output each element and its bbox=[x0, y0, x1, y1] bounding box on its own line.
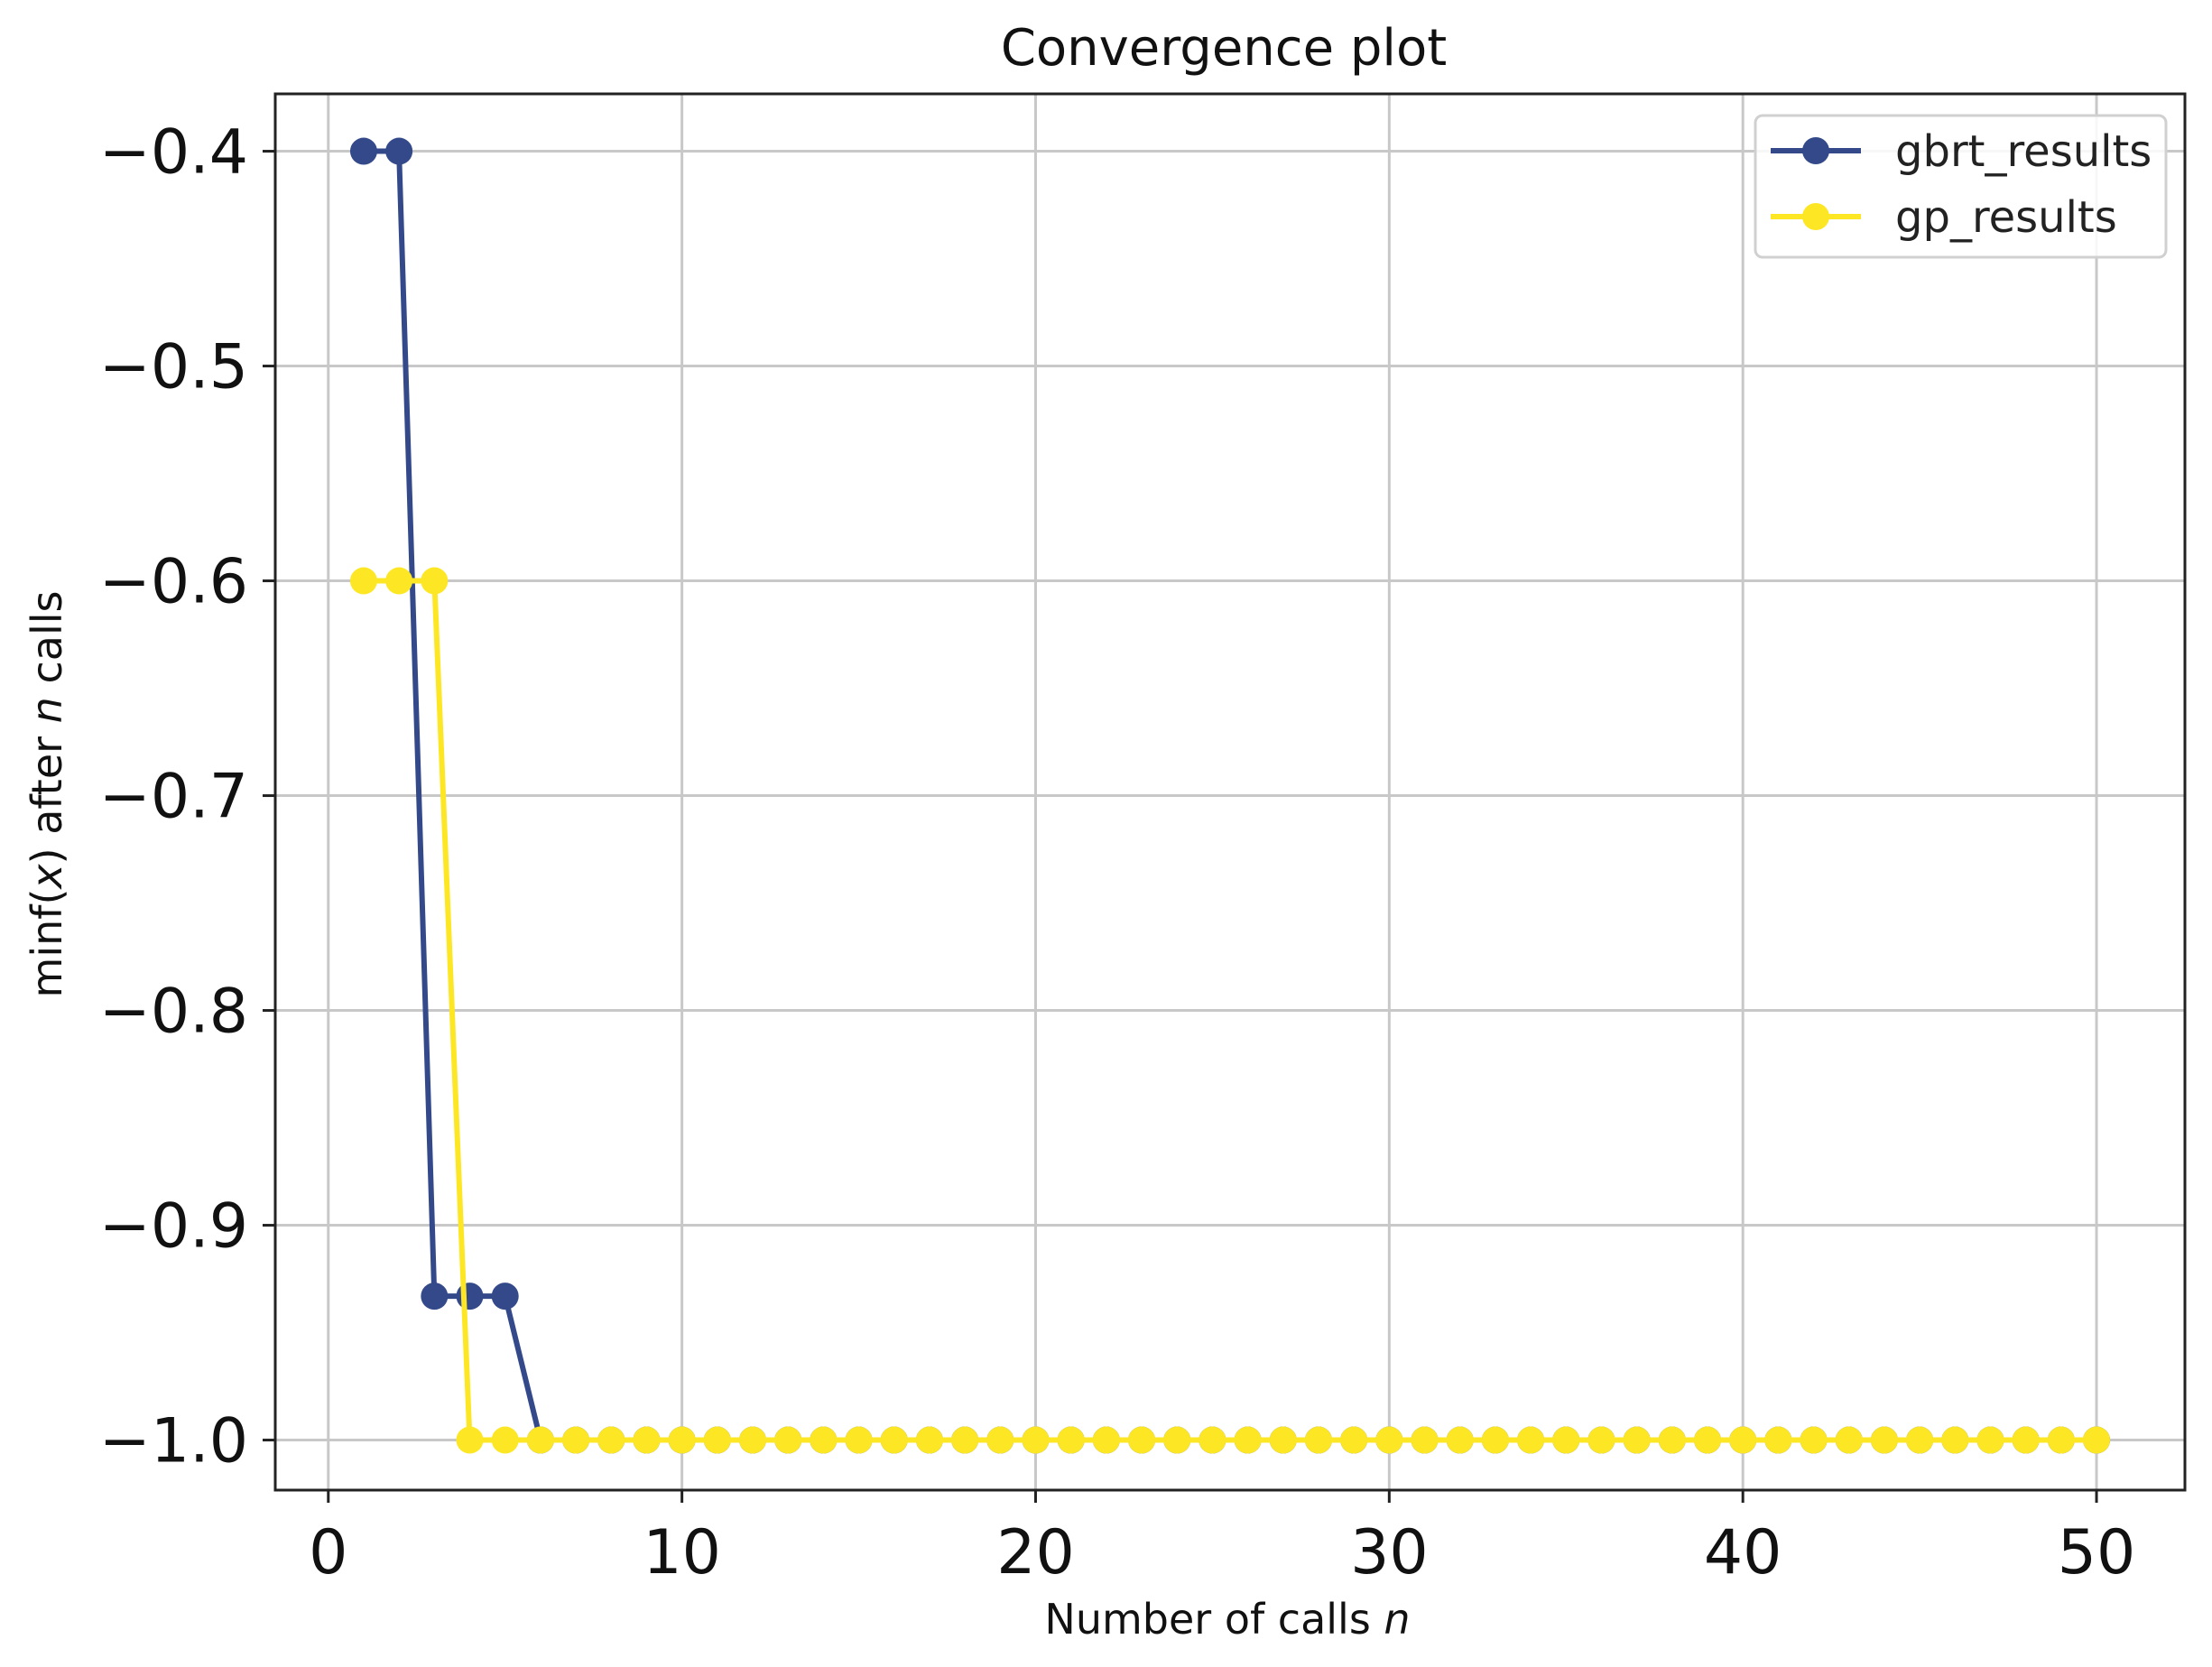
x-axis-label: Number of calls n bbox=[1044, 1595, 1410, 1644]
data-point-gp-results bbox=[1375, 1426, 1403, 1454]
data-point-gp-results bbox=[915, 1426, 943, 1454]
data-point-gp-results bbox=[1729, 1426, 1757, 1454]
data-point-gp-results bbox=[1304, 1426, 1332, 1454]
x-tick-label: 20 bbox=[996, 1517, 1075, 1588]
y-tick-label: −0.7 bbox=[99, 762, 248, 833]
data-point-gp-results bbox=[1199, 1426, 1226, 1454]
data-point-gp-results bbox=[1092, 1426, 1120, 1454]
y-axis-label: minf(x) after n calls bbox=[23, 591, 71, 998]
data-point-gp-results bbox=[1906, 1426, 1934, 1454]
y-axis-label-open: ( bbox=[23, 889, 71, 905]
y-axis-label-close: ) bbox=[23, 847, 71, 864]
y-axis-label-calls: calls bbox=[23, 591, 71, 698]
y-axis-label-n: n bbox=[23, 697, 71, 723]
data-point-gp-results bbox=[1658, 1426, 1686, 1454]
x-tick-label: 40 bbox=[1704, 1517, 1782, 1588]
data-point-gp-results bbox=[668, 1426, 696, 1454]
y-axis-label-min: min bbox=[23, 920, 71, 998]
data-point-gp-results bbox=[1587, 1426, 1615, 1454]
data-point-gp-results bbox=[385, 567, 413, 595]
y-tick-label: −0.6 bbox=[99, 547, 248, 618]
data-point-gp-results bbox=[1800, 1426, 1828, 1454]
grid-layer bbox=[275, 94, 2185, 1490]
data-point-gp-results bbox=[1234, 1426, 1262, 1454]
data-point-gp-results bbox=[1941, 1426, 1969, 1454]
data-point-gp-results bbox=[2012, 1426, 2040, 1454]
data-point-gp-results bbox=[1022, 1426, 1050, 1454]
x-axis-label-var: n bbox=[1384, 1595, 1410, 1644]
data-point-gp-results bbox=[880, 1426, 908, 1454]
series-layer bbox=[349, 137, 2111, 1454]
data-point-gp-results bbox=[1764, 1426, 1792, 1454]
x-tick-label: 0 bbox=[309, 1517, 347, 1588]
x-tick-label: 10 bbox=[643, 1517, 721, 1588]
data-point-gp-results bbox=[1623, 1426, 1651, 1454]
data-point-gp-results bbox=[562, 1426, 590, 1454]
data-point-gp-results bbox=[421, 567, 449, 595]
legend-marker-gbrt bbox=[1802, 137, 1829, 164]
x-tick-label: 50 bbox=[2058, 1517, 2136, 1588]
data-point-gp-results bbox=[739, 1426, 766, 1454]
data-point-gp-results bbox=[1269, 1426, 1297, 1454]
y-tick-label: −0.4 bbox=[99, 117, 248, 189]
data-point-gp-results bbox=[1835, 1426, 1863, 1454]
data-point-gp-results bbox=[951, 1426, 979, 1454]
data-point-gbrt-results bbox=[349, 137, 377, 165]
y-axis-label-x: x bbox=[23, 864, 71, 891]
data-point-gp-results bbox=[1446, 1426, 1474, 1454]
data-point-gp-results bbox=[986, 1426, 1014, 1454]
data-point-gp-results bbox=[1128, 1426, 1156, 1454]
legend-label-gbrt: gbrt_results bbox=[1895, 126, 2152, 177]
y-tick-label: −1.0 bbox=[99, 1406, 248, 1477]
data-point-gp-results bbox=[1976, 1426, 2004, 1454]
legend-label-gp: gp_results bbox=[1895, 192, 2117, 243]
data-point-gp-results bbox=[2047, 1426, 2075, 1454]
chart-title: Convergence plot bbox=[1001, 19, 1447, 78]
y-tick-label: −0.8 bbox=[99, 977, 248, 1048]
y-tick-label: −0.5 bbox=[99, 332, 248, 403]
legend-marker-gp bbox=[1802, 203, 1829, 230]
plot-frame bbox=[273, 92, 2187, 1492]
data-point-gp-results bbox=[774, 1426, 802, 1454]
data-point-gp-results bbox=[2083, 1426, 2111, 1454]
data-point-gp-results bbox=[349, 567, 377, 595]
data-point-gp-results bbox=[597, 1426, 625, 1454]
data-point-gp-results bbox=[491, 1426, 519, 1454]
legend: gbrt_results gp_results bbox=[1754, 114, 2168, 259]
data-point-gp-results bbox=[703, 1426, 731, 1454]
data-point-gp-results bbox=[1163, 1426, 1191, 1454]
data-point-gbrt-results bbox=[421, 1283, 449, 1310]
data-point-gp-results bbox=[1694, 1426, 1721, 1454]
data-point-gp-results bbox=[1481, 1426, 1509, 1454]
data-point-gp-results bbox=[1517, 1426, 1545, 1454]
tick-layer: 0 10 20 30 40 50 −0.4 −0.5 −0.6 −0.7 −0.8 −0.9 −1.0 bbox=[99, 117, 2135, 1588]
y-axis-label-f: f bbox=[23, 903, 71, 920]
data-point-gbrt-results bbox=[491, 1283, 519, 1310]
data-point-gbrt-results bbox=[456, 1283, 484, 1310]
data-point-gp-results bbox=[845, 1426, 873, 1454]
data-point-gp-results bbox=[456, 1426, 484, 1454]
data-point-gp-results bbox=[1411, 1426, 1439, 1454]
y-axis-label-after: after bbox=[23, 723, 71, 847]
data-point-gp-results bbox=[1870, 1426, 1898, 1454]
data-point-gp-results bbox=[1552, 1426, 1580, 1454]
data-point-gp-results bbox=[633, 1426, 661, 1454]
x-tick-label: 30 bbox=[1350, 1517, 1429, 1588]
data-point-gp-results bbox=[526, 1426, 554, 1454]
data-point-gp-results bbox=[1057, 1426, 1085, 1454]
data-point-gp-results bbox=[810, 1426, 838, 1454]
data-point-gbrt-results bbox=[385, 137, 413, 165]
y-tick-label: −0.9 bbox=[99, 1191, 248, 1263]
data-point-gp-results bbox=[1340, 1426, 1368, 1454]
x-axis-label-prefix: Number of calls bbox=[1044, 1595, 1384, 1644]
